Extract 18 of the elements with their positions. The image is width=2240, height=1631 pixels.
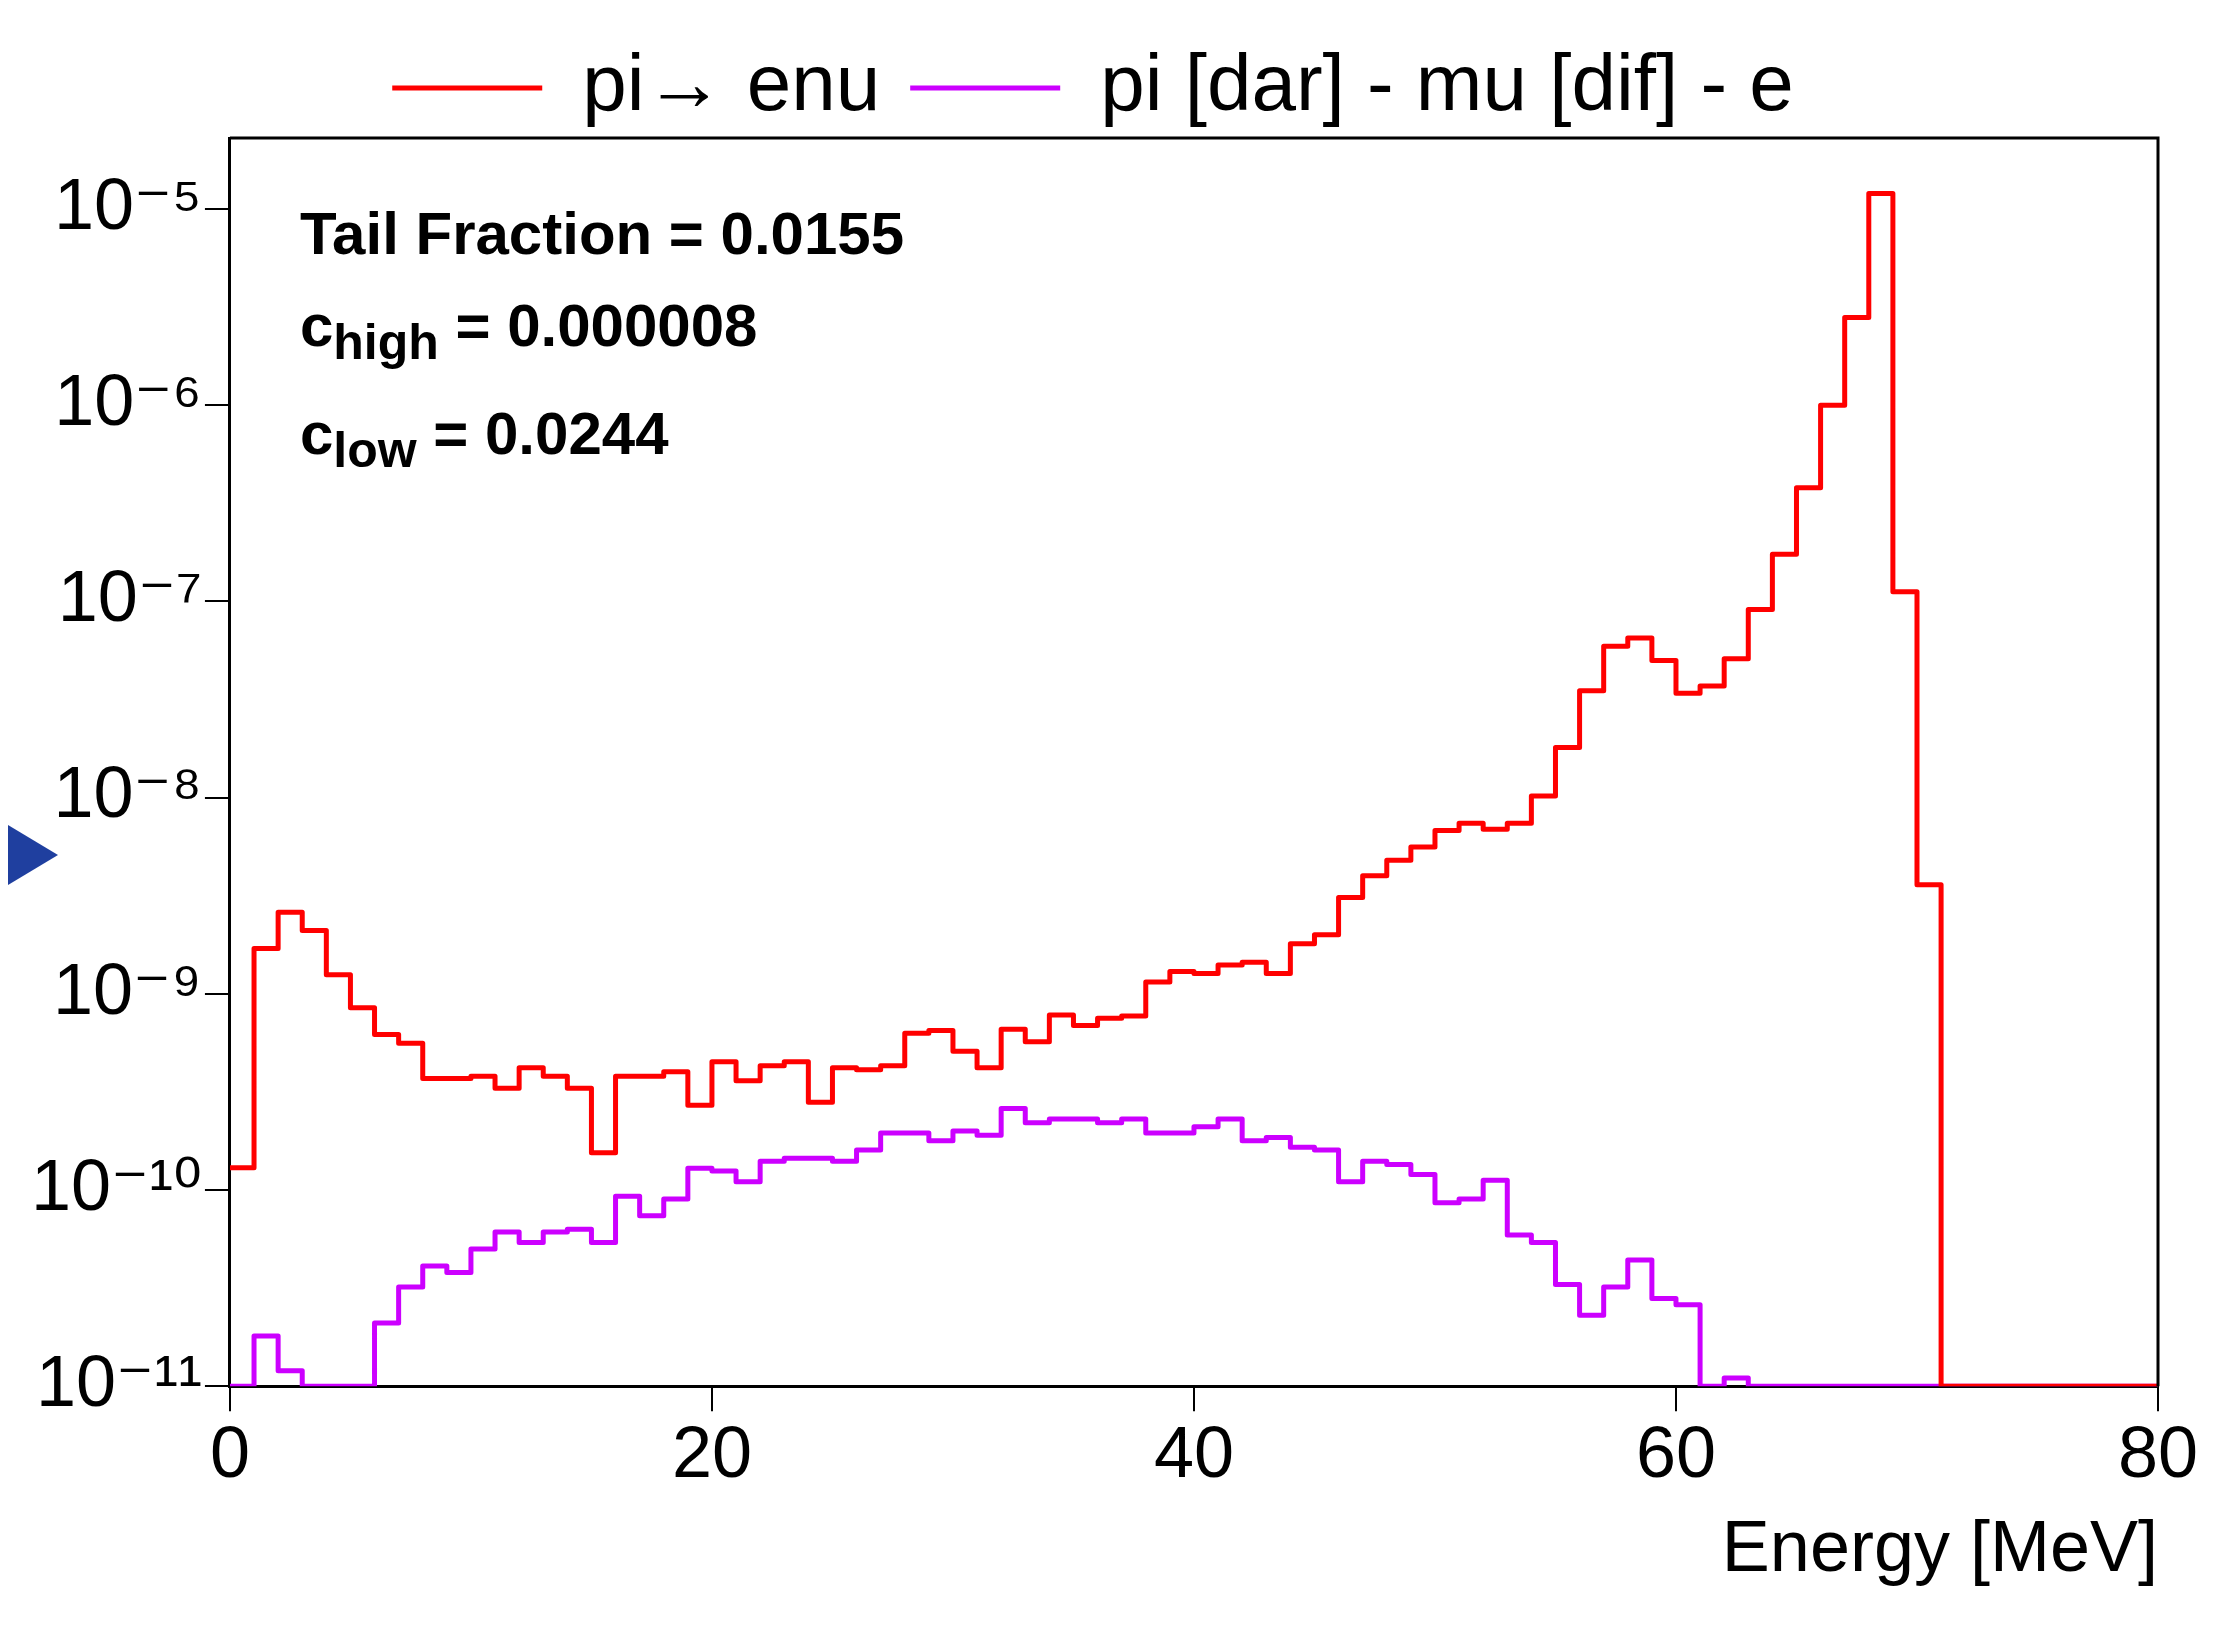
y-tick-label: 10⁻¹⁰ [30, 1144, 202, 1225]
x-tick-label: 40 [1153, 1412, 1235, 1493]
y-tick-label: 10⁻⁶ [54, 360, 202, 441]
x-tick-label: 60 [1635, 1412, 1717, 1493]
annotation: c$_{low}$ = 0.0244 [299, 399, 670, 480]
annotation: Tail Fraction = 0.0155 [299, 199, 905, 269]
annotation: c$_{high}$ = 0.000008 [299, 291, 759, 372]
y-tick-label: 10⁻⁵ [53, 163, 202, 244]
y-tick-label: 10⁻¹¹ [35, 1341, 202, 1422]
x-tick-label: 20 [671, 1412, 752, 1493]
x-tick-label: 80 [2117, 1412, 2199, 1493]
y-tick-label: 10⁻⁸ [53, 752, 202, 833]
x-axis-title: Energy [MeV] [1721, 1505, 2158, 1586]
legend-label: pi [dar] - mu [dif] - e [1100, 38, 1794, 128]
x-tick-label: 0 [209, 1412, 250, 1493]
y-tick-label: 10⁻⁷ [57, 556, 202, 637]
legend-label: pi→ enu [582, 38, 881, 128]
y-tick-label: 10⁻⁹ [53, 948, 202, 1029]
